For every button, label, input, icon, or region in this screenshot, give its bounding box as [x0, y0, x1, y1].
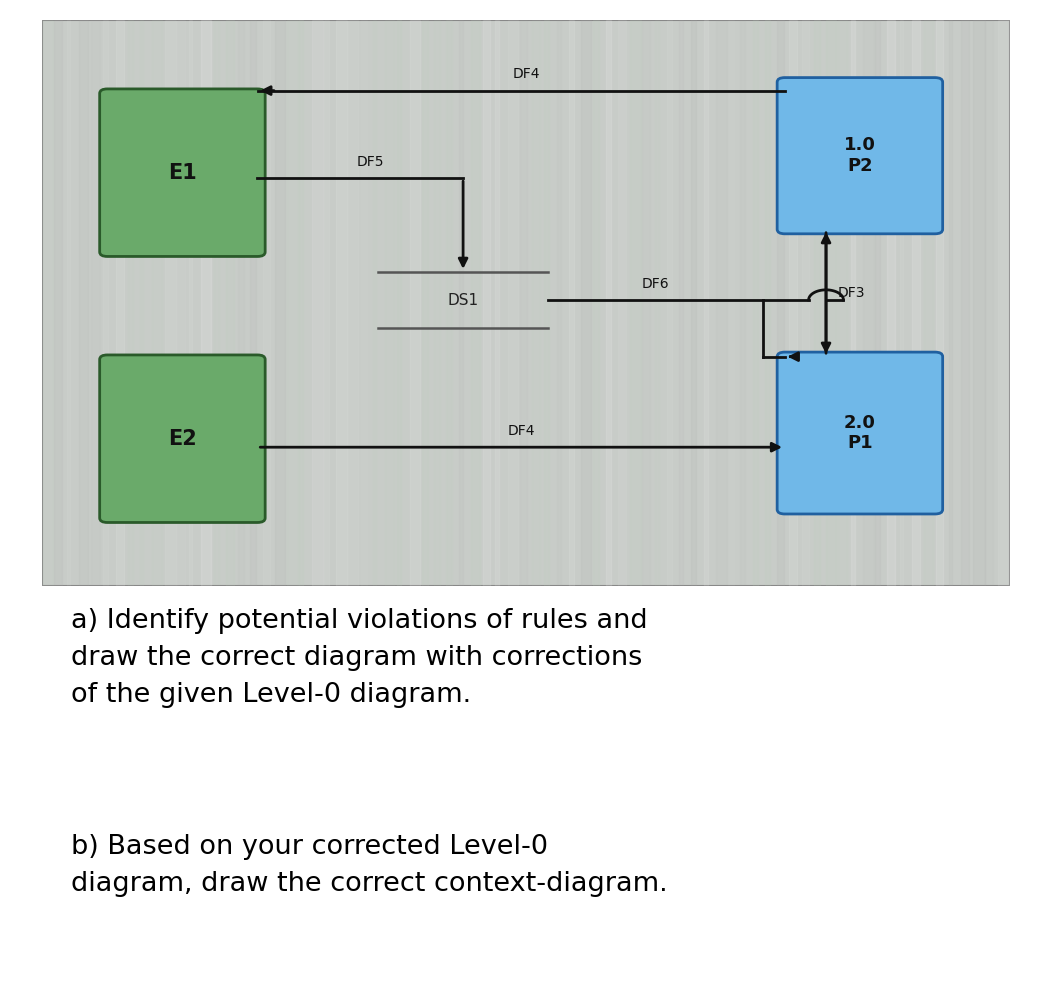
Bar	[116, 20, 124, 586]
Bar	[986, 20, 993, 586]
Bar	[446, 20, 451, 586]
Bar	[618, 20, 626, 586]
Bar	[716, 20, 727, 586]
Bar	[92, 20, 100, 586]
Bar	[973, 20, 985, 586]
Bar	[777, 20, 784, 586]
Bar	[667, 20, 671, 586]
Bar	[851, 20, 855, 586]
Bar	[66, 20, 70, 586]
Bar	[226, 20, 234, 586]
Bar	[483, 20, 490, 586]
Bar	[581, 20, 591, 586]
Bar	[960, 20, 969, 586]
Bar	[899, 20, 904, 586]
Bar	[263, 20, 270, 586]
Bar	[741, 20, 745, 586]
Bar	[802, 20, 809, 586]
Bar	[189, 20, 193, 586]
Bar	[728, 20, 734, 586]
Bar	[238, 20, 244, 586]
Bar	[398, 20, 401, 586]
Bar	[863, 20, 874, 586]
Bar	[140, 20, 143, 586]
Bar	[888, 20, 895, 586]
Bar	[153, 20, 162, 586]
Text: DF5: DF5	[357, 155, 384, 169]
Bar	[275, 20, 284, 586]
Bar	[704, 20, 708, 586]
Text: DF4: DF4	[507, 424, 534, 438]
FancyBboxPatch shape	[777, 353, 943, 514]
Bar	[311, 20, 323, 586]
Bar	[606, 20, 611, 586]
Bar	[532, 20, 541, 586]
Bar	[459, 20, 463, 586]
Bar	[422, 20, 428, 586]
Bar	[495, 20, 500, 586]
Bar	[508, 20, 519, 586]
Bar	[814, 20, 820, 586]
Bar	[680, 20, 683, 586]
Bar	[630, 20, 641, 586]
Bar	[471, 20, 480, 586]
Text: DS1: DS1	[447, 293, 479, 308]
Bar	[42, 20, 54, 586]
Text: 1.0
P2: 1.0 P2	[844, 136, 876, 175]
Bar	[557, 20, 561, 586]
FancyBboxPatch shape	[100, 89, 265, 256]
Bar	[752, 20, 757, 586]
Bar	[997, 20, 1009, 586]
Text: E2: E2	[168, 429, 197, 449]
Bar	[164, 20, 176, 586]
Bar	[409, 20, 421, 586]
Text: a) Identify potential violations of rules and
draw the correct diagram with corr: a) Identify potential violations of rule…	[72, 608, 648, 708]
Bar	[324, 20, 329, 586]
Bar	[128, 20, 134, 586]
Bar	[593, 20, 599, 586]
Bar	[103, 20, 107, 586]
Bar	[765, 20, 770, 586]
Bar	[936, 20, 943, 586]
Bar	[691, 20, 696, 586]
Bar	[912, 20, 920, 586]
Bar	[643, 20, 650, 586]
Text: 2.0
P1: 2.0 P1	[844, 414, 876, 453]
Bar	[789, 20, 797, 586]
Text: E1: E1	[168, 163, 197, 183]
Text: DF6: DF6	[642, 277, 669, 291]
Bar	[361, 20, 367, 586]
Bar	[875, 20, 881, 586]
Bar	[569, 20, 574, 586]
Bar	[1010, 20, 1017, 586]
Text: DF4: DF4	[512, 68, 540, 81]
Bar	[434, 20, 440, 586]
Bar	[336, 20, 347, 586]
Bar	[544, 20, 549, 586]
Bar	[250, 20, 256, 586]
Bar	[826, 20, 836, 586]
Bar	[385, 20, 394, 586]
Bar	[838, 20, 847, 586]
Bar	[79, 20, 88, 586]
Bar	[287, 20, 298, 586]
Text: b) Based on your corrected Level-0
diagram, draw the correct context-diagram.: b) Based on your corrected Level-0 diagr…	[72, 834, 668, 897]
Bar	[348, 20, 359, 586]
FancyBboxPatch shape	[100, 355, 265, 522]
Bar	[372, 20, 376, 586]
Bar	[55, 20, 62, 586]
Bar	[177, 20, 185, 586]
Bar	[201, 20, 211, 586]
Text: DF3: DF3	[837, 286, 865, 300]
FancyBboxPatch shape	[42, 20, 1010, 586]
Bar	[214, 20, 219, 586]
FancyBboxPatch shape	[777, 77, 943, 233]
Bar	[949, 20, 952, 586]
Bar	[300, 20, 303, 586]
Bar	[924, 20, 933, 586]
Bar	[654, 20, 659, 586]
Bar	[520, 20, 527, 586]
